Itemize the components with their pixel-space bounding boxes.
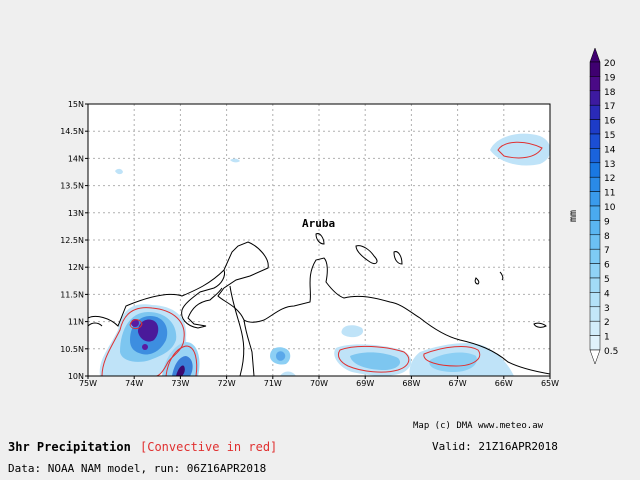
latitude-label: 10.5N [60, 345, 84, 354]
colorbar-swatch [589, 306, 601, 322]
coastlines [87, 233, 551, 377]
latitude-label: 11N [68, 318, 84, 327]
colorbar-swatch [589, 162, 601, 178]
colorbar-label: 7 [604, 246, 610, 256]
latitude-label: 14N [68, 154, 84, 163]
colorbar-label: 1 [604, 333, 610, 343]
longitude-label: 71W [264, 379, 282, 388]
longitude-labels: 75W 74W 73W 72W 71W 70W 69W 68W 67W 66W 65W [79, 376, 559, 388]
colorbar-swatch [589, 104, 601, 120]
colorbar-swatch [589, 263, 601, 279]
map-credit: Map (c) DMA www.meteo.aw [413, 421, 544, 431]
colorbar-label: 11 [604, 189, 615, 199]
map-title: 3hr Precipitation [8, 440, 131, 454]
colorbar-swatch [589, 176, 601, 192]
colorbar-swatch [589, 205, 601, 221]
longitude-label: 65W [541, 379, 559, 388]
latitude-label: 13.5N [60, 182, 84, 191]
colorbar-swatch [589, 191, 601, 207]
colorbar-swatch [589, 76, 601, 92]
colorbar-swatch [589, 277, 601, 293]
colorbar-label: 3 [604, 304, 610, 314]
colorbar-label: 18 [604, 88, 616, 98]
latitude-label: 15N [68, 100, 84, 109]
longitude-label: 69W [356, 379, 374, 388]
latitude-label: 12.5N [60, 236, 84, 245]
longitude-label: 73W [171, 379, 189, 388]
latitude-label: 13N [68, 209, 84, 218]
latitude-labels: 15N 14.5N 14N 13.5N 13N 12.5N 12N 11.5N 11N 10.5N… [60, 100, 88, 381]
longitude-label: 70W [310, 379, 328, 388]
place-label-aruba: Aruba [302, 217, 335, 230]
colorbar-label: 19 [604, 73, 616, 83]
colorbar-label: 13 [604, 160, 615, 170]
colorbar-label: 4 [604, 289, 610, 299]
colorbar-swatch [589, 292, 601, 308]
colorbar-label: 6 [604, 261, 610, 271]
colorbar-label: 20 [604, 59, 616, 69]
colorbar-label: 2 [604, 318, 610, 328]
longitude-label: 74W [125, 379, 143, 388]
colorbar-swatch [589, 90, 601, 106]
colorbar-label: 9 [604, 217, 610, 227]
colorbar-label: 0.5 [604, 347, 618, 357]
colorbar-swatch [589, 248, 601, 264]
colorbar-label: 8 [604, 232, 610, 242]
precipitation-areas [99, 133, 551, 376]
longitude-label: 68W [402, 379, 420, 388]
longitude-label: 72W [218, 379, 236, 388]
colorbar-swatch [589, 148, 601, 164]
colorbar-swatch [589, 335, 601, 351]
colorbar-label: 15 [604, 131, 615, 141]
colorbar-top-arrow [589, 47, 601, 63]
colorbar-label: 10 [604, 203, 616, 213]
colorbar-swatch [589, 133, 601, 149]
colorbar-bottom-arrow [589, 349, 601, 365]
colorbar-swatch [589, 119, 601, 135]
longitude-label: 66W [495, 379, 513, 388]
colorbar-swatch [589, 320, 601, 336]
map-subtitle: [Convective in red] [140, 440, 278, 454]
precipitation-colorbar: 20 19 18 17 16 15 14 13 12 11 10 9 8 7 6 5 4 3 2 1 0.5 [589, 47, 618, 365]
latitude-label: 14.5N [60, 127, 84, 136]
colorbar-label: 5 [604, 275, 610, 285]
valid-time: Valid: 21Z16APR2018 [432, 440, 558, 453]
colorbar-label: 14 [604, 145, 616, 155]
legend-units: mm [568, 209, 579, 222]
convective-contours [101, 141, 543, 377]
colorbar-label: 17 [604, 102, 615, 112]
latitude-label: 12N [68, 263, 84, 272]
data-source: Data: NOAA NAM model, run: 06Z16APR2018 [8, 462, 267, 475]
colorbar-swatch [589, 234, 601, 250]
latitude-label: 11.5N [60, 290, 84, 299]
colorbar-label: 16 [604, 117, 616, 127]
colorbar-label: 12 [604, 174, 615, 184]
latitude-label: 10N [68, 372, 84, 381]
longitude-label: 75W [79, 379, 97, 388]
longitude-label: 67W [449, 379, 467, 388]
colorbar-swatch [589, 220, 601, 236]
colorbar-swatch [589, 61, 601, 77]
